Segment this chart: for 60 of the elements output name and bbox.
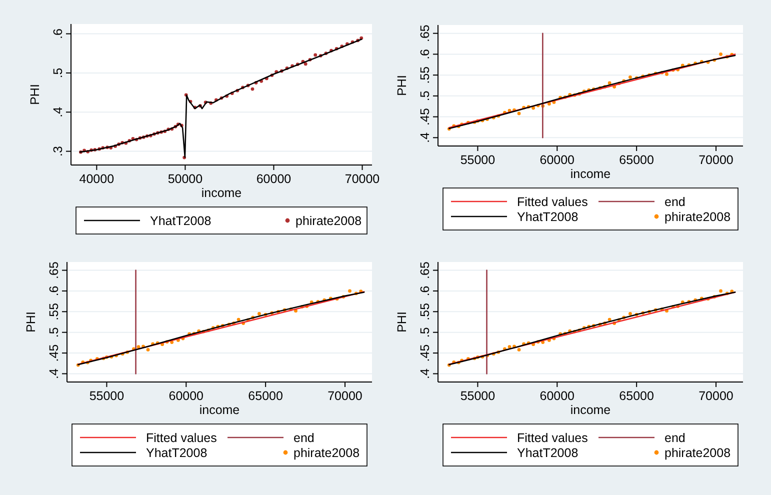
y-tick-label: .5	[418, 327, 432, 338]
legend-label: Fitted values	[146, 431, 217, 445]
y-axis-title: PHI	[395, 312, 409, 332]
y-tick-label: .6	[418, 286, 432, 296]
x-tick-label: 65000	[248, 389, 283, 403]
y-tick-label: .6	[47, 286, 61, 296]
y-tick-label: .65	[418, 24, 432, 42]
legend-label: YhatT2008	[517, 210, 578, 224]
x-tick-label: 70000	[698, 389, 734, 403]
x-tick-label: 70000	[698, 153, 734, 167]
y-tick-label: .6	[418, 48, 432, 60]
x-tick-label: 50000	[168, 172, 203, 186]
y-tick-label: .65	[418, 262, 432, 279]
x-axis-title: income	[201, 186, 242, 200]
x-axis-title: income	[199, 403, 240, 417]
y-tick-label: .45	[418, 108, 432, 126]
y-tick-label: .55	[418, 66, 432, 84]
x-tick-label: 60000	[256, 172, 292, 186]
y-tick-label: .55	[418, 302, 432, 320]
x-tick-label: 70000	[328, 389, 362, 403]
y-tick-label: .5	[418, 90, 432, 102]
legend-label: phirate2008	[296, 214, 362, 228]
x-tick-label: 70000	[344, 172, 380, 186]
y-tick-label: .4	[418, 132, 432, 143]
x-axis-title: income	[570, 167, 611, 181]
legend-label: YhatT2008	[517, 446, 578, 460]
legend-label: YhatT2008	[146, 446, 208, 460]
x-tick-label: 55000	[460, 389, 496, 403]
x-tick-label: 65000	[619, 153, 654, 167]
y-tick-label: .6	[51, 28, 65, 40]
y-tick-label: .45	[418, 344, 432, 362]
legend-label: phirate2008	[664, 210, 731, 224]
legend-label: Fitted values	[517, 195, 588, 209]
legend-label: end	[664, 195, 686, 209]
x-tick-label: 60000	[540, 389, 575, 403]
legend-label: phirate2008	[664, 446, 731, 460]
x-tick-label: 60000	[540, 153, 575, 167]
legend-label: end	[294, 431, 314, 445]
y-axis-title: PHI	[395, 75, 409, 96]
y-tick-label: .55	[47, 302, 61, 320]
x-axis-title: income	[570, 403, 611, 417]
legend-label: Fitted values	[517, 431, 588, 445]
y-axis-title: PHI	[28, 84, 42, 105]
x-tick-label: 55000	[460, 153, 496, 167]
y-tick-label: .4	[51, 106, 65, 118]
y-axis-title: PHI	[24, 312, 38, 332]
x-tick-label: 65000	[619, 389, 654, 403]
y-tick-label: .65	[47, 262, 61, 279]
x-tick-label: 40000	[79, 172, 114, 186]
y-tick-label: .4	[418, 368, 432, 379]
y-tick-label: .5	[47, 327, 61, 338]
y-tick-label: .5	[51, 68, 65, 78]
legend-label: end	[664, 431, 686, 445]
x-tick-label: 55000	[89, 389, 124, 403]
x-tick-label: 60000	[168, 389, 204, 403]
y-tick-label: .3	[51, 146, 65, 157]
legend-label: YhatT2008	[150, 214, 212, 228]
legend-label: phirate2008	[294, 446, 360, 460]
y-tick-label: .45	[47, 344, 61, 362]
y-tick-label: .4	[47, 368, 61, 379]
